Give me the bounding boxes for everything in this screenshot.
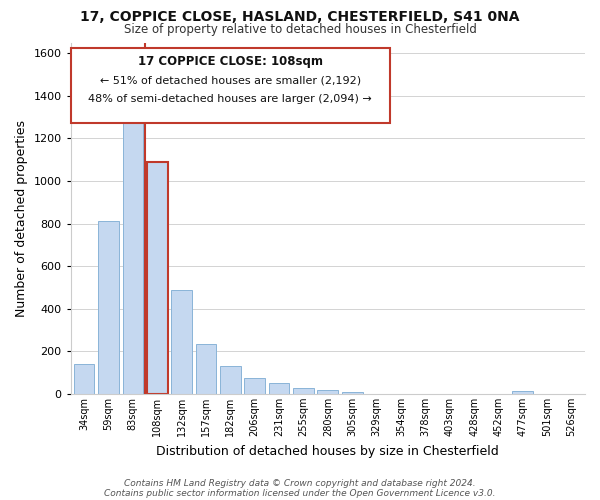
Text: ← 51% of detached houses are smaller (2,192): ← 51% of detached houses are smaller (2,… [100, 76, 361, 86]
Bar [171, 290, 192, 394]
Text: Size of property relative to detached houses in Chesterfield: Size of property relative to detached ho… [124, 22, 476, 36]
Text: 48% of semi-detached houses are larger (2,094) →: 48% of semi-detached houses are larger (… [88, 94, 372, 104]
Bar [342, 392, 362, 394]
FancyBboxPatch shape [71, 48, 389, 124]
Bar [293, 388, 314, 394]
Bar [317, 390, 338, 394]
Bar [196, 344, 217, 394]
Bar [98, 222, 119, 394]
Bar [122, 117, 143, 394]
Text: Contains HM Land Registry data © Crown copyright and database right 2024.: Contains HM Land Registry data © Crown c… [124, 478, 476, 488]
Bar [244, 378, 265, 394]
Bar [74, 364, 94, 394]
Text: 17, COPPICE CLOSE, HASLAND, CHESTERFIELD, S41 0NA: 17, COPPICE CLOSE, HASLAND, CHESTERFIELD… [80, 10, 520, 24]
Bar [147, 162, 167, 394]
Bar [220, 366, 241, 394]
X-axis label: Distribution of detached houses by size in Chesterfield: Distribution of detached houses by size … [157, 444, 499, 458]
Text: Contains public sector information licensed under the Open Government Licence v3: Contains public sector information licen… [104, 488, 496, 498]
Bar [512, 390, 533, 394]
Y-axis label: Number of detached properties: Number of detached properties [15, 120, 28, 316]
Bar [269, 383, 289, 394]
Text: 17 COPPICE CLOSE: 108sqm: 17 COPPICE CLOSE: 108sqm [137, 55, 323, 68]
